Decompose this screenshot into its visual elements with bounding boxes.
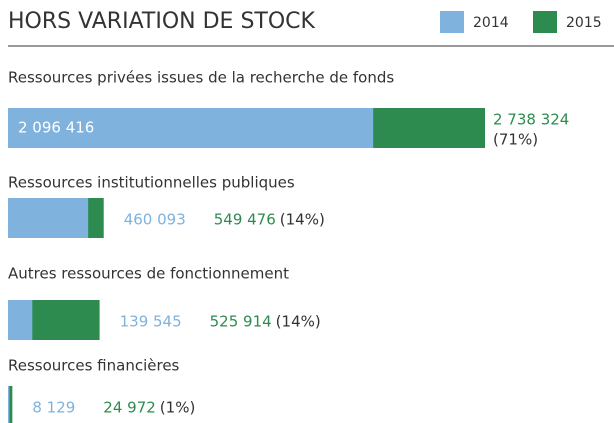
value-label: 549 476 [214,211,276,229]
category-label: Ressources institutionnelles publiques [8,174,295,192]
legend-swatch [440,11,464,33]
value-label: 139 545 [120,313,182,331]
bar [8,386,13,423]
share-label: (71%) [493,131,538,149]
value-label: 525 914 [210,313,272,331]
bar [8,386,10,423]
legend-label: 2015 [566,15,602,31]
bar [8,108,374,148]
bar [8,300,33,340]
category-label: Ressources financières [8,357,180,375]
bar [8,198,89,238]
value-label: 24 972 [103,399,156,417]
share-label: (14%) [280,211,325,229]
category-label: Ressources privées issues de la recherch… [8,69,394,87]
chart-title: HORS VARIATION DE STOCK [8,9,316,34]
value-label: 460 093 [124,211,186,229]
legend-label: 2014 [473,15,509,31]
legend-swatch [533,11,557,33]
value-label: 2 096 416 [18,119,94,137]
value-label: 8 129 [32,399,75,417]
value-label: 2 738 324 [493,111,569,129]
category-label: Autres ressources de fonctionnement [8,265,289,283]
share-label: (1%) [160,399,196,417]
share-label: (14%) [276,313,321,331]
